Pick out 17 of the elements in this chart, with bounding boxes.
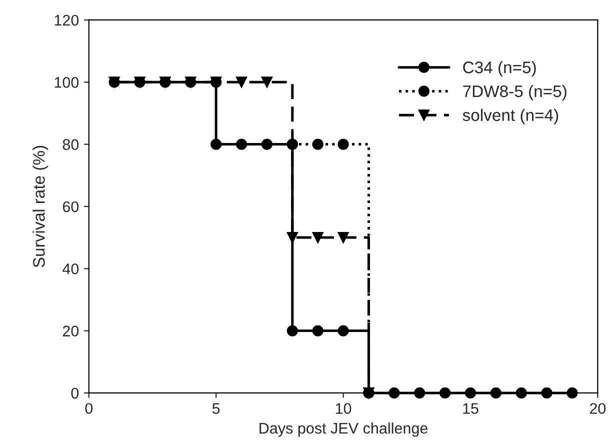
x-tick-label: 15 — [463, 403, 478, 414]
legend-label: solvent (n=4) — [462, 108, 558, 124]
y-tick-label: 20 — [62, 326, 79, 336]
x-tick-label: 5 — [212, 403, 220, 414]
legend-label: C34 (n=5) — [463, 61, 536, 77]
y-tick-label: 80 — [62, 139, 79, 150]
y-tick-label: 0 — [71, 388, 79, 399]
y-tick-label: 120 — [54, 14, 79, 26]
x-axis-title: Days post JEV challenge — [260, 422, 428, 437]
y-tick-label: 60 — [62, 201, 79, 212]
x-tick-label: 20 — [590, 403, 606, 414]
y-tick-label: 100 — [54, 77, 79, 88]
x-tick-label: 10 — [336, 403, 352, 414]
y-tick-label: 40 — [62, 263, 79, 274]
y-axis-title: Survival rate (%) — [32, 146, 48, 268]
legend-label: 7DW8-5 (n=5) — [463, 84, 566, 100]
x-tick-label: 0 — [85, 403, 93, 414]
